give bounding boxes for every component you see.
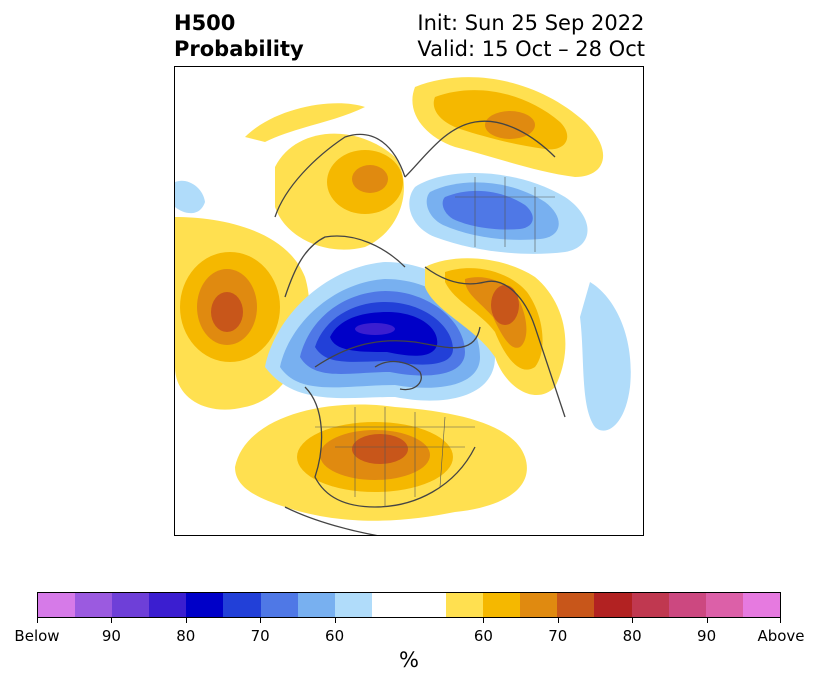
- positive-anomaly-east-asia: [412, 77, 604, 177]
- borders: [315, 177, 555, 507]
- positive-anomaly-siberia: [425, 258, 566, 396]
- colorbar-tick: [334, 618, 336, 623]
- colorbar-tick-label: 90: [697, 627, 717, 645]
- colorbar: [37, 592, 781, 618]
- colorbar-segment: [223, 593, 261, 617]
- map-dates: Init: Sun 25 Sep 2022 Valid: 15 Oct – 28…: [417, 10, 645, 62]
- colorbar-ticks: [37, 618, 781, 628]
- colorbar-segment: [594, 593, 632, 617]
- positive-anomaly-pacific: [175, 217, 310, 410]
- map-title: H500 Probability: [174, 10, 304, 62]
- coastlines: [274, 120, 566, 535]
- init-date: Init: Sun 25 Sep 2022: [417, 11, 645, 35]
- colorbar-tick: [632, 618, 634, 623]
- colorbar-tick: [260, 618, 262, 623]
- title-line-2: Probability: [174, 37, 304, 61]
- colorbar-segment: [112, 593, 150, 617]
- colorbar-tick-label: 60: [473, 627, 493, 645]
- colorbar-tick-label: Above: [757, 627, 805, 645]
- colorbar-tick-label: Below: [14, 627, 60, 645]
- positive-anomaly-north-america: [235, 404, 527, 521]
- colorbar-segment: [371, 593, 409, 617]
- colorbar-tick-label: 60: [325, 627, 345, 645]
- colorbar-tick: [557, 618, 559, 623]
- map-svg: [175, 77, 631, 535]
- colorbar-segment: [408, 593, 447, 617]
- colorbar-segment: [742, 593, 780, 617]
- probability-map: [174, 66, 644, 536]
- colorbar-segment: [520, 593, 558, 617]
- colorbar-tick-label: 80: [176, 627, 196, 645]
- colorbar-tick: [483, 618, 485, 623]
- colorbar-tick-label: 70: [548, 627, 568, 645]
- colorbar-segment: [705, 593, 743, 617]
- colorbar-segment: [260, 593, 298, 617]
- colorbar-tick: [185, 618, 187, 623]
- colorbar-tick: [706, 618, 708, 623]
- colorbar-tick-label: 70: [250, 627, 270, 645]
- negative-anomaly-arctic-canada: [265, 262, 495, 401]
- negative-anomaly-europe: [409, 173, 588, 254]
- colorbar-segment: [446, 593, 484, 617]
- colorbar-tick: [37, 618, 38, 623]
- colorbar-segment: [186, 593, 224, 617]
- colorbar-segment: [75, 593, 113, 617]
- colorbar-unit: %: [399, 648, 419, 672]
- positive-anomaly-scandinavia: [245, 103, 404, 250]
- colorbar-segment: [334, 593, 372, 617]
- colorbar-tick: [780, 618, 781, 623]
- valid-date: Valid: 15 Oct – 28 Oct: [417, 37, 645, 61]
- colorbar-tick: [111, 618, 113, 623]
- colorbar-segment: [631, 593, 669, 617]
- colorbar-tick-label: 90: [101, 627, 121, 645]
- colorbar-segment: [297, 593, 335, 617]
- colorbar-segment: [557, 593, 595, 617]
- colorbar-segment: [483, 593, 521, 617]
- title-line-1: H500: [174, 11, 236, 35]
- colorbar-tick-label: 80: [622, 627, 642, 645]
- colorbar-segment: [149, 593, 187, 617]
- colorbar-segment: [668, 593, 706, 617]
- negative-anomaly-western-pacific: [175, 180, 631, 431]
- colorbar-segment: [38, 593, 76, 617]
